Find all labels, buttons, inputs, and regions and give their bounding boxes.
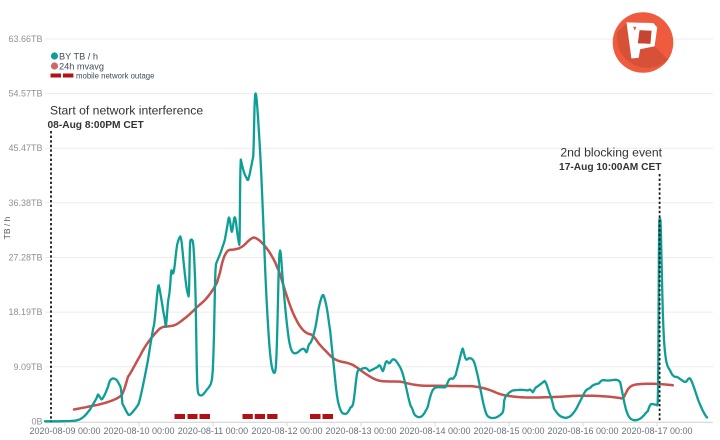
svg-text:54.57TB: 54.57TB (8, 89, 42, 99)
svg-text:BY TB / h: BY TB / h (59, 52, 98, 62)
svg-text:2020-08-11 00:00: 2020-08-11 00:00 (178, 426, 248, 436)
svg-text:08-Aug 8:00PM CET: 08-Aug 8:00PM CET (48, 120, 145, 131)
svg-text:2020-08-17 00:00: 2020-08-17 00:00 (621, 426, 692, 436)
svg-text:36.38TB: 36.38TB (8, 198, 42, 208)
svg-text:Start of network interference: Start of network interference (50, 104, 203, 118)
svg-text:2020-08-13 00:00: 2020-08-13 00:00 (325, 426, 396, 436)
svg-text:18.19TB: 18.19TB (8, 307, 42, 317)
svg-text:0B: 0B (31, 417, 42, 427)
svg-text:mobile network outage: mobile network outage (76, 72, 154, 81)
svg-text:2020-08-10 00:00: 2020-08-10 00:00 (103, 426, 174, 436)
svg-text:2020-08-12 00:00: 2020-08-12 00:00 (251, 426, 322, 436)
svg-text:63.66TB: 63.66TB (8, 34, 42, 44)
svg-text:2020-08-15 00:00: 2020-08-15 00:00 (473, 426, 544, 436)
svg-text:TB / h: TB / h (2, 216, 12, 239)
svg-text:2nd blocking event: 2nd blocking event (560, 146, 662, 160)
svg-text:9.09TB: 9.09TB (13, 362, 42, 372)
svg-text:2020-08-14 00:00: 2020-08-14 00:00 (399, 426, 470, 436)
svg-text:45.47TB: 45.47TB (8, 143, 42, 153)
svg-text:2020-08-16 00:00: 2020-08-16 00:00 (547, 426, 618, 436)
svg-text:2020-08-09 00:00: 2020-08-09 00:00 (29, 426, 100, 436)
svg-text:27.28TB: 27.28TB (8, 253, 42, 263)
svg-text:17-Aug 10:00AM CET: 17-Aug 10:00AM CET (559, 162, 662, 173)
svg-text:24h mvavg: 24h mvavg (59, 62, 104, 72)
